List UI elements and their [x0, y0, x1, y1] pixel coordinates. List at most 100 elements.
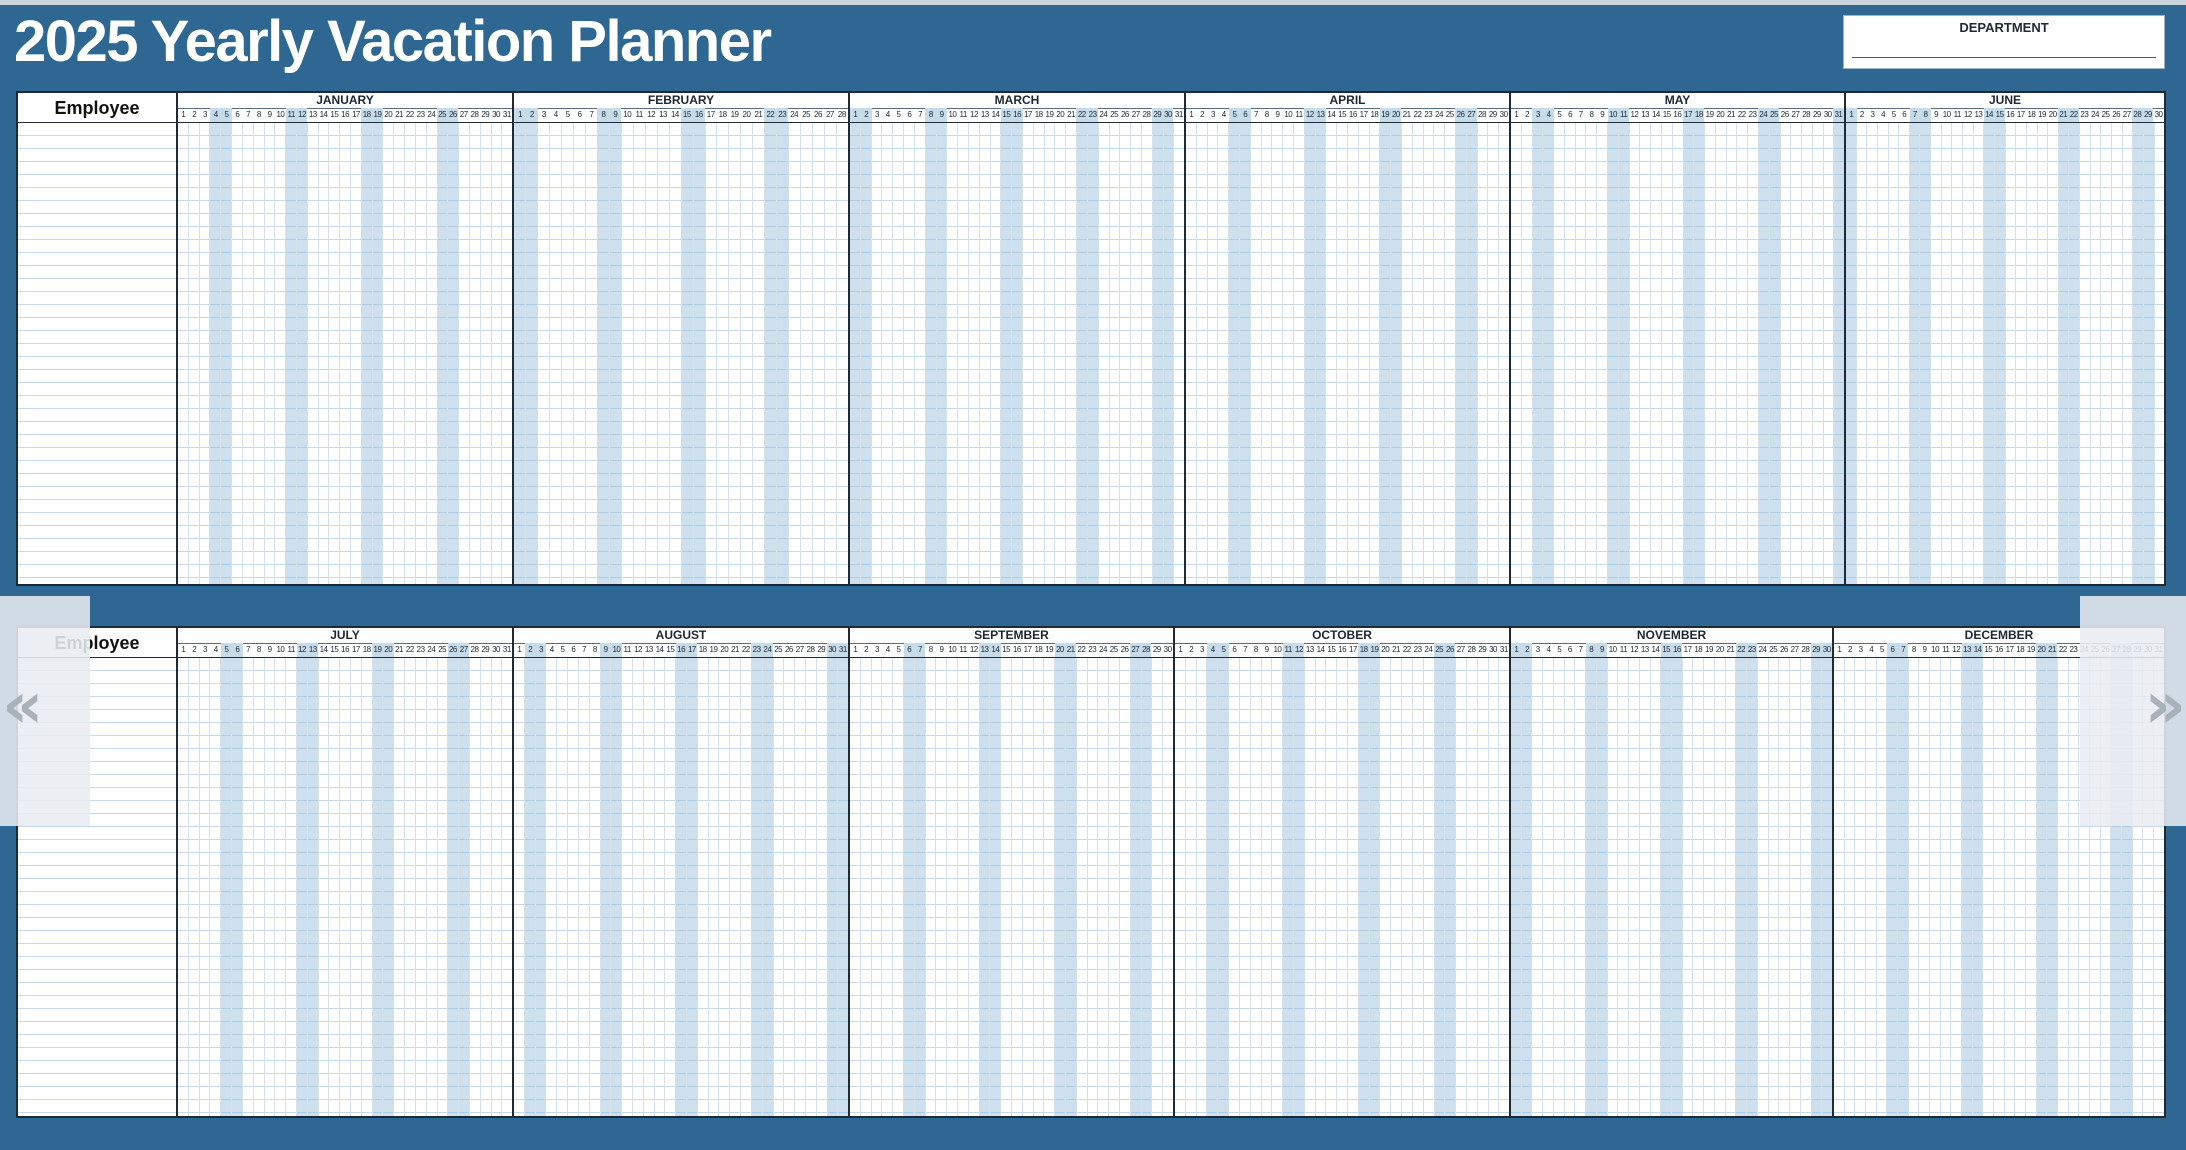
weekend-column[interactable]: [1152, 123, 1164, 584]
weekend-column[interactable]: [1661, 658, 1673, 1116]
day-column[interactable]: [1152, 658, 1164, 1116]
day-column[interactable]: [1229, 658, 1240, 1116]
day-column[interactable]: [1522, 123, 1533, 584]
weekend-column[interactable]: [1736, 658, 1748, 1116]
weekend-column[interactable]: [2047, 658, 2059, 1116]
day-column[interactable]: [837, 123, 848, 584]
day-column[interactable]: [665, 658, 677, 1116]
weekend-column[interactable]: [1445, 658, 1457, 1116]
weekend-column[interactable]: [296, 123, 308, 584]
day-column[interactable]: [178, 123, 189, 584]
weekend-column[interactable]: [1304, 123, 1316, 584]
day-column[interactable]: [1175, 658, 1186, 1116]
day-column[interactable]: [1597, 123, 1609, 584]
day-column[interactable]: [1715, 658, 1726, 1116]
weekend-column[interactable]: [1065, 658, 1077, 1116]
weekend-column[interactable]: [1455, 123, 1467, 584]
day-column[interactable]: [872, 658, 883, 1116]
day-column[interactable]: [789, 123, 802, 584]
day-column[interactable]: [1197, 658, 1208, 1116]
month-grid[interactable]: [1511, 658, 1833, 1116]
day-column[interactable]: [1478, 658, 1489, 1116]
day-column[interactable]: [2006, 123, 2017, 584]
day-column[interactable]: [427, 123, 438, 584]
day-column[interactable]: [189, 123, 200, 584]
day-column[interactable]: [319, 658, 330, 1116]
weekend-column[interactable]: [1586, 658, 1597, 1116]
day-column[interactable]: [670, 123, 682, 584]
weekend-column[interactable]: [1012, 123, 1023, 584]
weekend-column[interactable]: [221, 123, 233, 584]
day-column[interactable]: [568, 658, 579, 1116]
day-column[interactable]: [1716, 123, 1727, 584]
day-column[interactable]: [362, 658, 373, 1116]
day-column[interactable]: [1994, 658, 2005, 1116]
day-column[interactable]: [1055, 123, 1067, 584]
day-column[interactable]: [1434, 123, 1446, 584]
weekend-column[interactable]: [372, 123, 384, 584]
day-column[interactable]: [1781, 123, 1792, 584]
day-column[interactable]: [1445, 123, 1456, 584]
day-column[interactable]: [1855, 658, 1867, 1116]
day-column[interactable]: [1023, 658, 1034, 1116]
weekend-column[interactable]: [1887, 658, 1899, 1116]
day-column[interactable]: [1586, 123, 1598, 584]
day-column[interactable]: [438, 658, 449, 1116]
day-column[interactable]: [2101, 123, 2113, 584]
weekend-column[interactable]: [936, 123, 948, 584]
day-column[interactable]: [1857, 123, 1868, 584]
day-column[interactable]: [915, 123, 926, 584]
weekend-column[interactable]: [535, 658, 547, 1116]
weekend-column[interactable]: [2069, 123, 2081, 584]
weekend-column[interactable]: [2143, 123, 2155, 584]
day-column[interactable]: [947, 658, 958, 1116]
day-column[interactable]: [243, 658, 254, 1116]
day-column[interactable]: [254, 658, 265, 1116]
day-column[interactable]: [817, 658, 828, 1116]
day-column[interactable]: [1402, 658, 1413, 1116]
day-column[interactable]: [1380, 658, 1392, 1116]
day-column[interactable]: [1305, 658, 1316, 1116]
day-column[interactable]: [753, 123, 766, 584]
day-column[interactable]: [210, 658, 222, 1116]
day-column[interactable]: [200, 123, 211, 584]
day-column[interactable]: [1413, 658, 1424, 1116]
weekend-column[interactable]: [1747, 658, 1758, 1116]
weekend-column[interactable]: [383, 658, 395, 1116]
day-column[interactable]: [1077, 658, 1088, 1116]
day-column[interactable]: [1283, 123, 1294, 584]
day-column[interactable]: [1316, 658, 1327, 1116]
day-column[interactable]: [1963, 123, 1974, 584]
day-column[interactable]: [481, 658, 492, 1116]
month-grid[interactable]: [850, 123, 1184, 584]
day-column[interactable]: [1359, 123, 1370, 584]
weekend-column[interactable]: [1618, 123, 1630, 584]
day-column[interactable]: [1618, 658, 1630, 1116]
weekend-column[interactable]: [1521, 658, 1533, 1116]
day-column[interactable]: [2090, 658, 2101, 1116]
weekend-column[interactable]: [1229, 123, 1240, 584]
day-column[interactable]: [427, 658, 438, 1116]
day-column[interactable]: [416, 658, 427, 1116]
day-column[interactable]: [1834, 658, 1845, 1116]
day-column[interactable]: [1845, 658, 1856, 1116]
day-column[interactable]: [1326, 123, 1338, 584]
day-column[interactable]: [1878, 123, 1889, 584]
day-column[interactable]: [405, 123, 416, 584]
day-column[interactable]: [383, 123, 395, 584]
day-column[interactable]: [813, 123, 826, 584]
day-column[interactable]: [1877, 658, 1888, 1116]
day-column[interactable]: [882, 658, 894, 1116]
weekend-column[interactable]: [1672, 658, 1683, 1116]
day-column[interactable]: [991, 123, 1002, 584]
day-column[interactable]: [2026, 658, 2037, 1116]
weekend-column[interactable]: [2133, 123, 2144, 584]
weekend-column[interactable]: [525, 123, 538, 584]
weekend-column[interactable]: [777, 123, 790, 584]
weekend-column[interactable]: [514, 123, 526, 584]
day-column[interactable]: [394, 123, 406, 584]
day-column[interactable]: [1769, 658, 1780, 1116]
weekend-column[interactable]: [600, 658, 612, 1116]
day-column[interactable]: [698, 658, 709, 1116]
weekend-column[interactable]: [221, 658, 233, 1116]
